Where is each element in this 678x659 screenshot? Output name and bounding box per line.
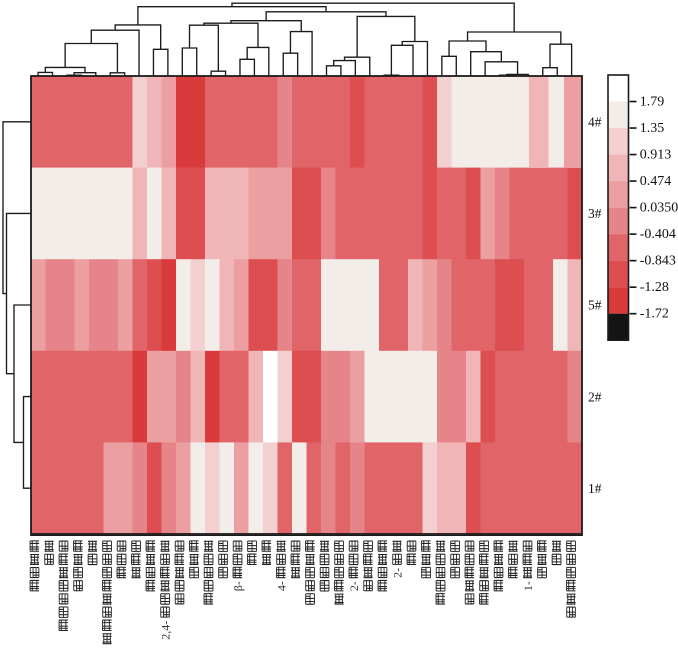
svg-text:1.79: 1.79	[640, 94, 665, 109]
svg-text:-1.72: -1.72	[640, 307, 669, 322]
svg-text:0.0350: 0.0350	[640, 201, 678, 216]
svg-text:2-: 2-	[347, 581, 361, 591]
svg-text:β-: β-	[231, 581, 245, 591]
svg-text:2#: 2#	[588, 389, 602, 404]
svg-text:5#: 5#	[588, 298, 602, 313]
svg-text:0.474: 0.474	[640, 174, 672, 189]
svg-text:-1.28: -1.28	[640, 280, 669, 295]
svg-text:0.913: 0.913	[640, 147, 672, 162]
svg-text:2-: 2-	[390, 568, 404, 578]
svg-text:2,4-: 2,4-	[158, 621, 172, 640]
svg-text:1-: 1-	[521, 581, 535, 591]
svg-text:-0.404: -0.404	[640, 227, 676, 242]
svg-text:1#: 1#	[588, 481, 602, 496]
svg-text:3#: 3#	[588, 206, 602, 221]
svg-text:-0.843: -0.843	[640, 254, 676, 269]
svg-text:1.35: 1.35	[640, 121, 665, 136]
svg-text:4#: 4#	[588, 115, 602, 130]
svg-text:4-: 4-	[274, 581, 288, 591]
